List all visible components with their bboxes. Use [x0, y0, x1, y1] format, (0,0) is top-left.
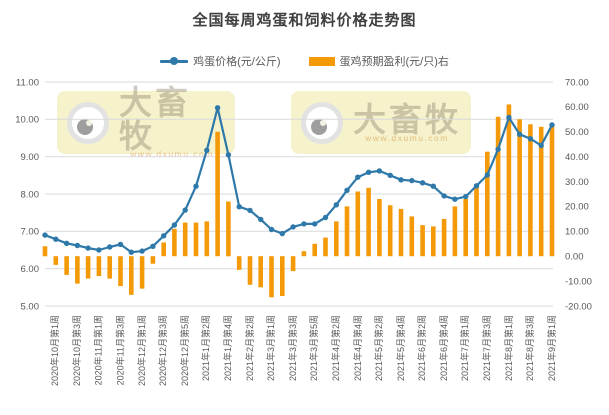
x-axis-label: 2021年2月第2周: [244, 315, 255, 382]
x-axis-label: 2021年3月第3周: [287, 315, 298, 382]
legend: 鸡蛋价格(元/公斤) 蛋鸡预期盈利(元/只)右: [0, 53, 609, 69]
svg-text:8.00: 8.00: [21, 189, 40, 200]
svg-text:5.00: 5.00: [21, 301, 40, 312]
chart-title: 全国每周鸡蛋和饲料价格走势图: [192, 12, 417, 29]
x-axis-label: 2021年6月第4周: [438, 315, 449, 382]
x-axis-label: 2020年10月第1周: [50, 315, 61, 387]
svg-text:10.00: 10.00: [565, 227, 589, 238]
egg-price-line: [42, 105, 555, 255]
svg-text:-10.00: -10.00: [565, 276, 592, 287]
legend-item-egg-price[interactable]: 鸡蛋价格(元/公斤): [160, 53, 281, 69]
svg-text:50.00: 50.00: [565, 127, 589, 138]
svg-text:6.00: 6.00: [21, 264, 40, 275]
watermark-url: www.dxumu.com: [130, 149, 214, 160]
x-axis-label: 2021年4月第4周: [352, 315, 363, 382]
x-axis-label: 2020年11月第1周: [93, 315, 104, 386]
x-axis-label: 2021年3月第5周: [309, 315, 320, 382]
x-axis-label: 2021年6月第2周: [417, 315, 428, 382]
svg-text:20.00: 20.00: [565, 202, 589, 213]
x-axis-label: 2021年7月第3周: [482, 315, 492, 382]
watermark-left: 大畜牧 www.dxumu.com: [57, 86, 235, 158]
line-series-swatch-icon: [160, 56, 189, 65]
x-axis-label: 2021年5月第4周: [395, 315, 406, 382]
watermark-brand: 大畜牧: [119, 84, 191, 155]
svg-text:-20.00: -20.00: [565, 301, 592, 312]
x-axis-label: 2020年12月第5周: [179, 315, 190, 387]
x-axis-label: 2021年8月第3周: [525, 315, 536, 382]
x-axis-label: 2021年7月第1周: [460, 315, 471, 382]
right-axis-ticks: 70.00 60.00 50.00 40.00 30.00 20.00 10.00 0.00 -…: [565, 77, 592, 312]
legend-label-profit: 蛋鸡预期盈利(元/只)右: [339, 56, 449, 68]
x-axis-label: 2020年11月第3周: [115, 315, 126, 386]
svg-text:11.00: 11.00: [16, 77, 39, 88]
x-axis-label: 2020年12月第3周: [158, 315, 169, 387]
x-axis-label: 2020年12月第1周: [136, 315, 147, 387]
watermark-logo-icon: [301, 101, 343, 144]
x-axis-label: 2021年1月第2周: [201, 315, 212, 382]
watermark-logo-icon: [67, 101, 109, 144]
legend-item-profit[interactable]: 蛋鸡预期盈利(元/只)右: [308, 53, 449, 69]
svg-text:60.00: 60.00: [565, 102, 589, 113]
bar-series-swatch-icon: [308, 56, 335, 66]
x-axis-label: 2021年1月第4周: [223, 315, 234, 382]
x-axis-label: 2020年10月第3周: [72, 315, 83, 387]
svg-text:10.00: 10.00: [15, 115, 39, 126]
svg-text:0.00: 0.00: [565, 252, 584, 263]
left-axis-ticks: 11.00 10.00 9.00 8.00 7.00 6.00 5.00: [15, 77, 39, 312]
x-axis-label: 2021年9月第1周: [546, 315, 557, 382]
x-axis-label: 2021年5月第2周: [374, 315, 385, 382]
x-axis-label: 2021年3月第1周: [266, 315, 277, 382]
svg-text:9.00: 9.00: [21, 152, 40, 163]
x-axis-label: 2021年4月第2周: [330, 315, 341, 382]
x-axis-label: 2021年8月第1周: [503, 315, 514, 382]
watermark-url: www.dxumu.com: [365, 132, 449, 143]
svg-text:70.00: 70.00: [565, 77, 589, 88]
legend-label-egg-price: 鸡蛋价格(元/公斤): [193, 56, 281, 68]
svg-text:7.00: 7.00: [21, 227, 40, 238]
svg-text:30.00: 30.00: [565, 177, 589, 188]
profit-bars: [42, 104, 555, 298]
svg-text:40.00: 40.00: [565, 152, 589, 163]
